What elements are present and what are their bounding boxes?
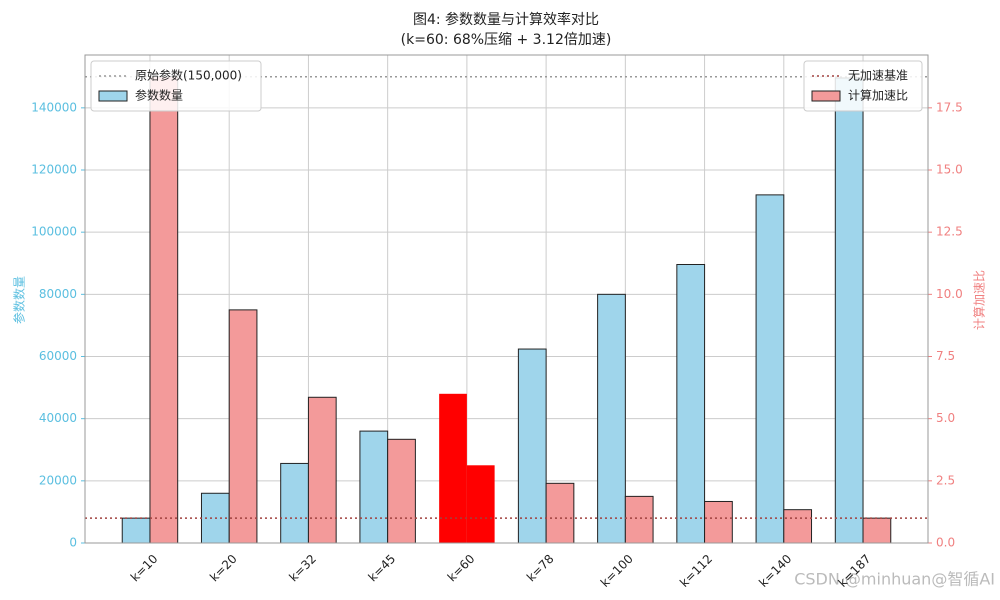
legend-label: 参数数量 bbox=[135, 88, 183, 103]
y2-tick-label: 7.5 bbox=[936, 349, 955, 363]
bar bbox=[387, 438, 416, 544]
bar bbox=[359, 430, 389, 544]
y2-tick-label: 10.0 bbox=[936, 287, 963, 301]
legend-swatch bbox=[98, 90, 128, 102]
bar bbox=[121, 517, 151, 544]
watermark: CSDN @minhuan@智循AI bbox=[794, 570, 995, 589]
legend-label: 无加速基准 bbox=[848, 69, 908, 83]
bar bbox=[624, 495, 654, 544]
bar bbox=[704, 500, 733, 544]
y-axis-label: 参数数量 bbox=[12, 276, 27, 324]
chart-title: 图4: 参数数量与计算效率对比 bbox=[413, 11, 599, 28]
legend-label: 原始参数(150,000) bbox=[135, 68, 242, 83]
chart-subtitle: (k=60: 68%压缩 + 3.12倍加速) bbox=[401, 32, 612, 48]
plot-frame bbox=[84, 54, 929, 544]
y2-tick-label: 5.0 bbox=[936, 411, 955, 425]
bar bbox=[834, 77, 864, 544]
legend-swatch bbox=[811, 90, 841, 102]
y-tick-label: 120000 bbox=[31, 163, 77, 177]
bar bbox=[149, 76, 179, 544]
y2-tick-label: 0.0 bbox=[936, 536, 955, 550]
y2-tick-label: 15.0 bbox=[936, 163, 963, 177]
bar bbox=[517, 348, 547, 544]
y-tick-label: 100000 bbox=[31, 225, 77, 239]
bar bbox=[466, 465, 495, 543]
y-tick-label: 140000 bbox=[31, 100, 77, 114]
y-tick-label: 60000 bbox=[39, 349, 77, 363]
y-tick-label: 80000 bbox=[39, 287, 77, 301]
bar bbox=[755, 194, 785, 544]
y2-tick-label: 12.5 bbox=[936, 225, 963, 239]
bar bbox=[676, 263, 706, 544]
bar bbox=[439, 393, 467, 543]
legend-label: 计算加速比 bbox=[848, 88, 908, 103]
bar bbox=[228, 309, 258, 544]
bar bbox=[597, 293, 626, 544]
bar bbox=[280, 462, 309, 544]
bar bbox=[862, 517, 892, 544]
y-tick-label: 40000 bbox=[39, 411, 77, 425]
bar bbox=[307, 396, 337, 544]
legend-box bbox=[90, 60, 262, 112]
bar bbox=[545, 482, 575, 544]
y-tick-label: 0 bbox=[69, 536, 77, 550]
y2-tick-label: 17.5 bbox=[936, 100, 963, 114]
y2-axis-label: 计算加速比 bbox=[972, 270, 987, 330]
y-tick-label: 20000 bbox=[39, 473, 77, 487]
bar bbox=[783, 509, 813, 544]
y2-tick-label: 2.5 bbox=[936, 473, 955, 487]
